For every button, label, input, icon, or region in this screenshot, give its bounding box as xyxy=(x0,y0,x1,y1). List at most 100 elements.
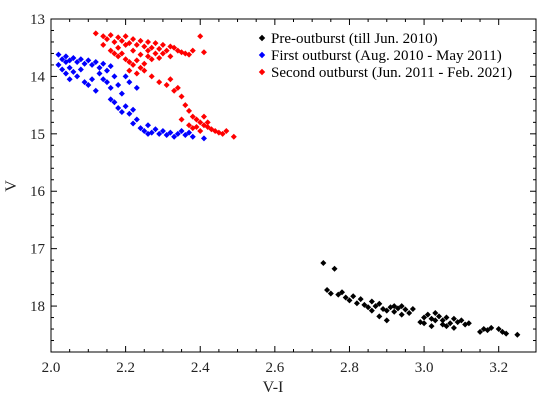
data-point xyxy=(107,96,114,103)
data-point xyxy=(107,32,114,39)
data-point xyxy=(204,123,211,130)
data-point xyxy=(145,38,151,45)
data-point xyxy=(167,53,174,60)
data-point xyxy=(174,84,181,91)
data-point xyxy=(156,45,163,52)
data-point xyxy=(406,309,413,316)
data-point xyxy=(436,313,442,320)
data-point xyxy=(107,63,114,70)
data-point xyxy=(159,41,166,48)
y-axis-label: V xyxy=(3,180,20,192)
data-point xyxy=(186,129,193,136)
data-point xyxy=(130,61,137,68)
data-point xyxy=(137,37,144,44)
data-point xyxy=(376,313,383,320)
data-point xyxy=(178,116,185,123)
data-point xyxy=(368,307,375,314)
data-point xyxy=(77,66,84,73)
data-point xyxy=(145,122,151,129)
x-tick-label: 2.4 xyxy=(191,360,210,376)
data-point xyxy=(163,131,170,138)
data-point xyxy=(111,99,118,106)
data-point xyxy=(428,323,435,330)
data-point xyxy=(477,328,484,335)
data-point xyxy=(372,303,379,310)
data-point xyxy=(85,57,92,64)
data-point xyxy=(458,317,465,324)
data-point xyxy=(103,79,110,86)
data-point xyxy=(133,84,140,91)
data-point xyxy=(156,130,163,137)
data-point xyxy=(118,109,125,116)
data-point xyxy=(480,326,487,333)
data-point xyxy=(443,323,450,330)
data-point xyxy=(189,47,196,54)
data-point xyxy=(178,93,185,100)
data-point xyxy=(167,129,174,136)
data-point xyxy=(197,127,204,134)
data-point xyxy=(111,73,118,80)
data-point xyxy=(439,317,446,324)
data-point xyxy=(126,110,133,117)
data-point xyxy=(115,34,122,41)
data-point xyxy=(126,40,133,47)
data-point xyxy=(368,298,375,305)
data-point xyxy=(398,311,405,318)
data-point xyxy=(230,133,237,140)
x-tick-label: 2.2 xyxy=(116,360,135,376)
data-point xyxy=(141,67,148,74)
data-point xyxy=(62,70,69,77)
data-point xyxy=(70,55,77,62)
data-point xyxy=(62,53,69,60)
legend-entry: Pre-outburst (till Jun. 2010) xyxy=(271,31,438,47)
data-point xyxy=(394,305,401,312)
data-point xyxy=(223,127,230,134)
data-point xyxy=(350,293,357,300)
data-point xyxy=(137,125,144,132)
data-point xyxy=(137,64,144,71)
data-point xyxy=(122,73,129,80)
data-point xyxy=(145,53,151,60)
data-point xyxy=(450,315,457,322)
data-point xyxy=(182,131,189,138)
data-point xyxy=(85,82,92,89)
y-tick-label: 17 xyxy=(30,242,46,258)
data-point xyxy=(74,73,81,80)
data-point xyxy=(100,76,107,83)
data-point xyxy=(200,135,207,142)
data-point xyxy=(432,309,439,316)
data-point xyxy=(331,265,338,272)
data-point xyxy=(200,49,207,56)
x-tick-label: 2.0 xyxy=(42,360,61,376)
data-point xyxy=(376,300,383,307)
data-point xyxy=(514,331,521,338)
data-point xyxy=(122,33,129,40)
data-point xyxy=(141,60,148,67)
data-point xyxy=(115,44,122,51)
data-point xyxy=(96,70,103,77)
data-point xyxy=(74,59,81,66)
data-point xyxy=(111,38,118,45)
data-point xyxy=(148,73,155,80)
data-point xyxy=(130,47,137,54)
data-point xyxy=(122,56,129,63)
data-point xyxy=(107,84,114,91)
data-point xyxy=(145,47,151,54)
data-point xyxy=(383,307,390,314)
data-point xyxy=(152,40,159,47)
data-point xyxy=(92,30,99,37)
data-point xyxy=(182,102,189,109)
data-point xyxy=(122,103,129,110)
data-point xyxy=(186,51,193,58)
data-point xyxy=(167,76,174,83)
data-point xyxy=(156,79,163,86)
data-point xyxy=(133,116,140,123)
data-point xyxy=(488,324,495,331)
data-point xyxy=(115,82,122,89)
data-point xyxy=(62,59,69,66)
data-point xyxy=(103,36,110,43)
data-point xyxy=(96,64,103,71)
legend-marker xyxy=(258,34,266,42)
legend: Pre-outburst (till Jun. 2010)First outbu… xyxy=(258,31,512,81)
